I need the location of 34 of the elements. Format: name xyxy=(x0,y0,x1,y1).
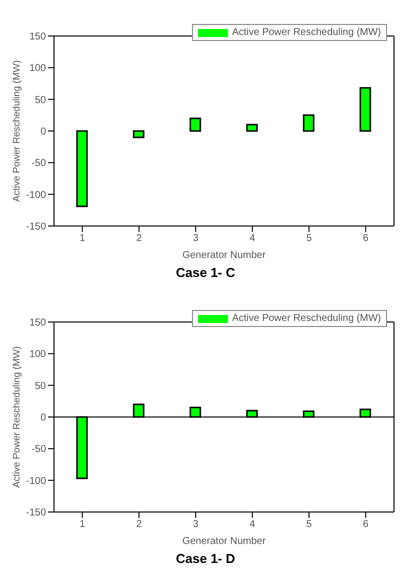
x-tick-label: 6 xyxy=(362,519,369,530)
y-axis-title: Active Power Rescheduling (MW) xyxy=(11,60,22,202)
x-tick-label: 1 xyxy=(80,233,86,244)
y-tick-label: -50 xyxy=(32,444,46,456)
y-tick-label: -100 xyxy=(26,476,46,487)
text: Case 1- C xyxy=(174,265,236,280)
text: Case 1- D xyxy=(174,551,236,566)
y-tick-label: 100 xyxy=(29,63,46,74)
x-tick-label: 2 xyxy=(136,233,142,244)
y-tick-label: 50 xyxy=(34,94,46,106)
y-tick-label: -50 xyxy=(32,158,46,170)
y-tick-label: -150 xyxy=(26,222,46,233)
x-tick-label: 2 xyxy=(136,519,142,530)
x-axis-title: Generator Number xyxy=(182,536,266,547)
x-tick-label: 6 xyxy=(362,233,369,244)
x-tick-label: 4 xyxy=(250,519,256,530)
y-tick-label: 0 xyxy=(40,126,46,138)
y-tick-label: 150 xyxy=(29,318,46,329)
x-tick-label: 5 xyxy=(306,519,312,530)
y-axis-title: Active Power Rescheduling (MW) xyxy=(11,346,22,488)
y-tick-label: 150 xyxy=(29,32,46,43)
y-tick-label: 100 xyxy=(29,349,46,360)
x-tick-label: 5 xyxy=(306,233,312,244)
x-tick-label: 4 xyxy=(250,233,256,244)
x-tick-label: 1 xyxy=(80,519,86,530)
legend-label: Active Power Rescheduling (MW) xyxy=(232,27,381,38)
x-tick-label: 3 xyxy=(192,233,199,244)
y-tick-label: 50 xyxy=(34,380,46,392)
x-axis-title: Generator Number xyxy=(182,250,266,261)
y-tick-label: -100 xyxy=(26,190,46,201)
y-tick-label: 0 xyxy=(40,412,46,424)
legend-label: Active Power Rescheduling (MW) xyxy=(232,313,381,324)
x-tick-label: 3 xyxy=(192,519,199,530)
y-tick-label: -150 xyxy=(26,508,46,519)
